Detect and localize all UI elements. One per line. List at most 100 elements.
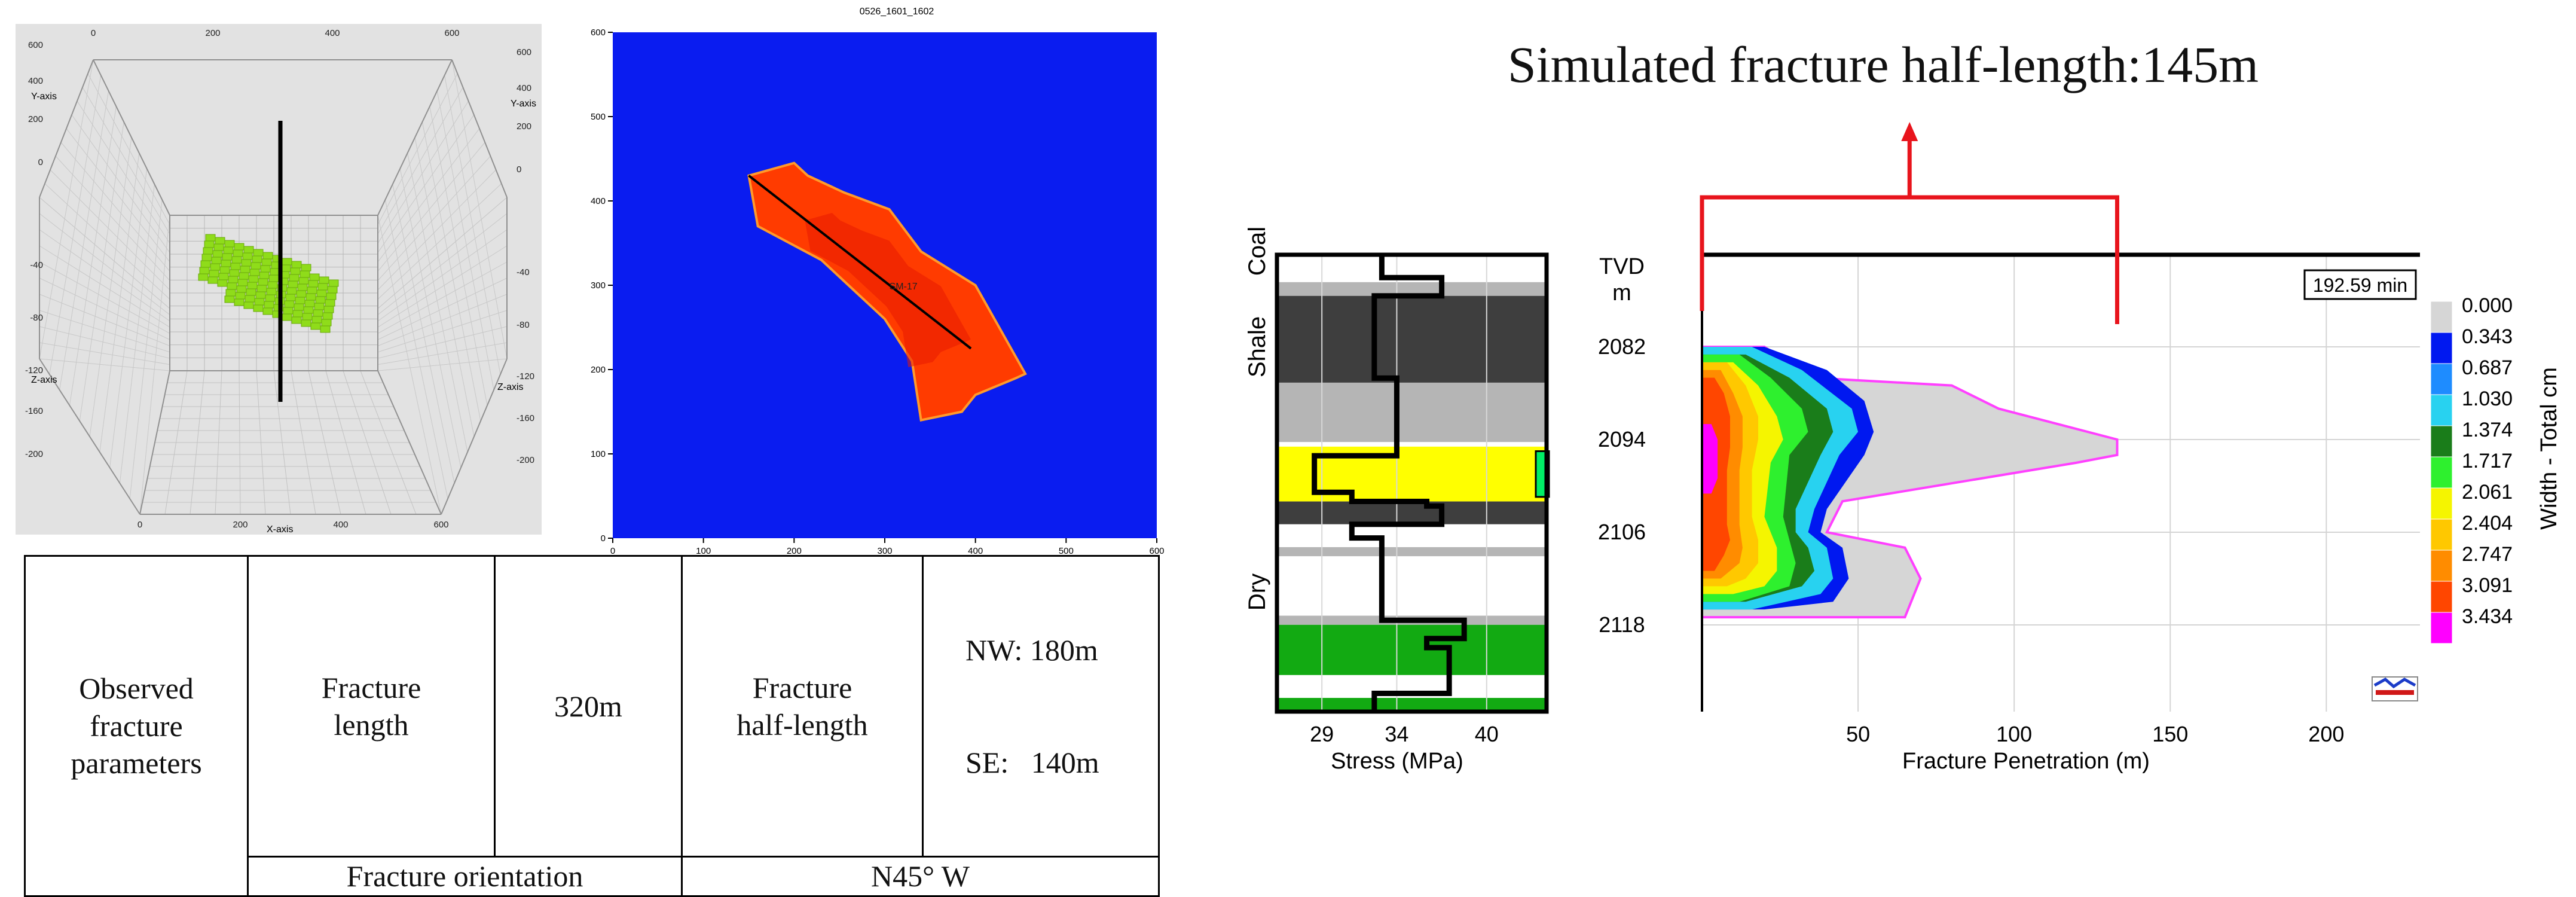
wall-grid-line (39, 245, 170, 328)
wall-grid-line (392, 184, 455, 484)
x-tick-bottom: 200 (233, 520, 247, 530)
x-tick-label: 500 (1059, 546, 1074, 554)
colorbar-swatch (2430, 456, 2453, 489)
tvd-tick-label: 2082 (1598, 334, 1646, 359)
wall-grid-line (109, 168, 148, 468)
colorbar-label: 1.717 (2462, 450, 2513, 472)
wall-grid-line (129, 199, 163, 499)
fracture-voxel (284, 300, 295, 308)
zone-label-dry: Dry (1244, 573, 1270, 611)
z-axis-label-left: Z-axis (31, 375, 57, 385)
lithology-band (1277, 282, 1547, 296)
fracture-voxel (248, 275, 259, 283)
y-tick-left: 400 (28, 76, 43, 86)
y-tick-label: 200 (591, 365, 606, 375)
heatmap-title: 0526_1601_1602 (860, 7, 934, 17)
x-tick-bottom: 400 (333, 520, 348, 530)
y-axis-label-left: Y-axis (31, 91, 57, 102)
fracture-voxel (296, 290, 307, 298)
penetration-axis-title: Fracture Penetration (m) (1902, 749, 2150, 774)
half-length-label: Fracture half-length (681, 555, 924, 858)
wall-grid-line (377, 114, 475, 253)
orientation-value: N45° W (681, 856, 1160, 897)
penetration-ticks: 50 100 150 200 2082 2094 2106 2118 (1598, 334, 2344, 746)
wall-grid-line (377, 294, 508, 346)
x-tick-bottom: 0 (137, 520, 142, 530)
wall-grid-line (429, 106, 488, 406)
fracture-voxel (210, 263, 221, 271)
fracture-voxel (294, 303, 304, 311)
lithology-band (1277, 442, 1547, 447)
colorbar-swatch (2430, 301, 2453, 333)
wall-grid-line (421, 121, 481, 422)
fracture-voxel (319, 276, 329, 284)
fracture-voxel (323, 306, 334, 313)
tvd-tick-label: 2106 (1598, 520, 1646, 544)
wall-grid-line (71, 114, 170, 253)
box-edge (441, 358, 508, 515)
lithology-band (1277, 524, 1547, 547)
fracture-voxel (254, 298, 265, 306)
x-tick-top: 400 (325, 28, 340, 38)
fracture-voxel (207, 276, 218, 284)
y-tick-left: -80 (30, 313, 43, 323)
stress-tick-label: 40 (1475, 722, 1499, 746)
fracture-voxel (205, 234, 216, 242)
fracture-voxel (245, 295, 255, 303)
fracture-voxel (309, 273, 320, 281)
fracture-voxel (292, 310, 303, 318)
fracture-voxel (268, 274, 279, 282)
fracture-voxel (223, 246, 234, 254)
box-edge (39, 59, 94, 198)
fracture-voxel (224, 240, 235, 248)
fracture-voxel (301, 264, 311, 271)
colorbar-swatch (2430, 425, 2453, 457)
tvd-label: TVD (1599, 254, 1645, 279)
fracture-voxel (253, 249, 264, 257)
fracture-voxel (321, 319, 332, 327)
observed-params-label: Observed fracture parameters (24, 555, 249, 897)
y-tick-left: -120 (25, 365, 43, 376)
half-length-header: Simulated fracture half-length:145m (1507, 36, 2259, 93)
wall-grid-line (399, 168, 462, 468)
fracture-voxel (285, 294, 296, 301)
fracture-voxel (262, 252, 273, 260)
stress-gridlines (1321, 255, 1487, 712)
tvd-tick-label: 2118 (1599, 612, 1645, 637)
y-tick-right: 200 (517, 121, 531, 132)
wall-grid-line (59, 90, 109, 390)
colorbar-label: 0.687 (2462, 356, 2513, 379)
fracture-azimuth-line (748, 175, 972, 350)
colorbar-swatch (2430, 487, 2453, 520)
fracture-voxel (230, 263, 241, 270)
fracture-voxel (246, 288, 256, 296)
fracture-voxel (224, 295, 235, 303)
fracture-voxel (302, 313, 313, 321)
colorbar-label: 2.747 (2462, 543, 2513, 566)
wall-grid-line (39, 213, 170, 315)
fracture-voxel (316, 289, 327, 297)
fracture-voxel (265, 294, 276, 302)
wall-grid-line (377, 277, 508, 340)
wall-grid-line (44, 183, 170, 300)
box-edge (377, 370, 442, 515)
box-edge (451, 59, 508, 198)
fracture-voxel (225, 289, 236, 297)
fracture-voxel (326, 292, 337, 300)
colorbar-swatch (2430, 394, 2453, 426)
y-tick-right: 600 (517, 47, 531, 57)
fracture-voxel (260, 265, 271, 273)
wall-grid-line (39, 294, 170, 346)
fracture-voxel (297, 283, 308, 291)
x-tick-label: 200 (787, 546, 802, 554)
colorbar-label: 1.030 (2462, 388, 2513, 410)
x-tick-label: 600 (1149, 546, 1164, 554)
time-label: 192.59 min (2313, 274, 2407, 296)
wall-grid-line (55, 155, 170, 281)
fracture-voxel (328, 279, 339, 287)
x-tick-label: 400 (968, 546, 983, 554)
fracture-voxel (215, 237, 225, 245)
y-tick-left: -200 (25, 449, 43, 459)
wall-grid-line (82, 87, 170, 234)
wall-grid-line (69, 106, 117, 406)
